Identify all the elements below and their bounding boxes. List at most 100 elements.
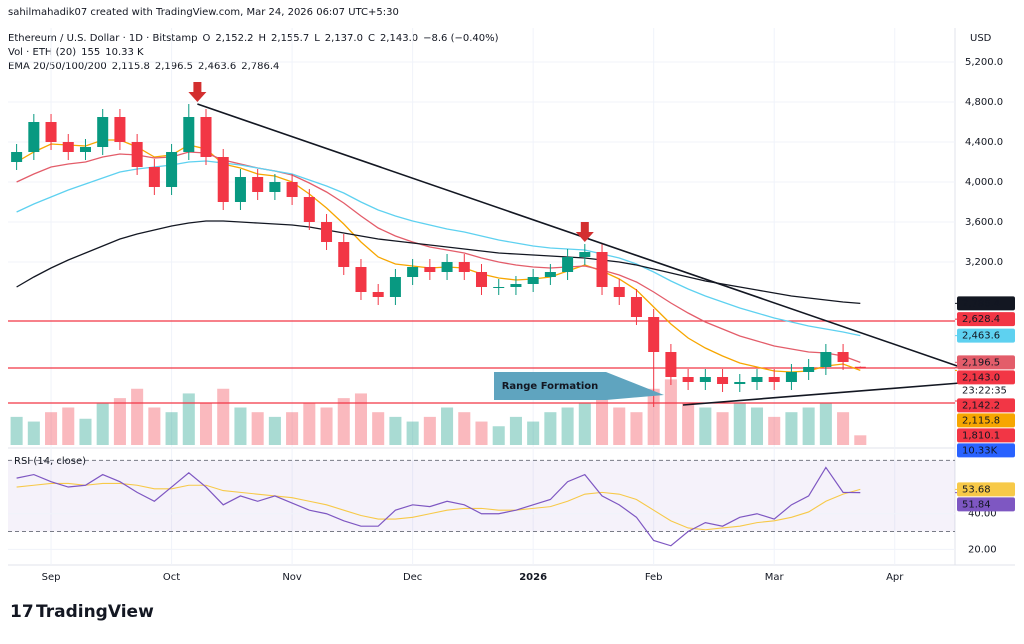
trendline: [682, 382, 961, 406]
rsi-tag: 53.68: [962, 484, 991, 495]
volume-tag: 10.33K: [962, 445, 998, 456]
rsi-tag-bg: [957, 482, 1015, 497]
candle-body: [820, 352, 832, 367]
x-tick-label: Nov: [282, 572, 302, 583]
candle-body: [424, 267, 436, 272]
candle-body: [131, 142, 143, 167]
volume-bar: [441, 407, 454, 445]
volume-bar: [716, 412, 729, 445]
legend-text: 2,137.0: [325, 33, 363, 44]
volume-bar: [406, 421, 419, 445]
volume-bar: [337, 398, 350, 445]
volume-bar: [750, 407, 764, 445]
ema-line: [16, 160, 861, 337]
price-tag-bg: [957, 398, 1015, 413]
legend-text: 155: [81, 47, 100, 58]
candle-body: [79, 147, 91, 152]
candle-body: [699, 377, 711, 382]
candle-body: [372, 292, 384, 297]
ema-line: [16, 151, 861, 363]
y-tick-label: 4,800.0: [965, 97, 1003, 108]
legend-text: 2,196.5: [155, 61, 193, 72]
legend-text: 2,786.4: [241, 61, 279, 72]
rsi-title: RSI (14, close): [14, 456, 86, 467]
candle-body: [97, 117, 109, 147]
ema-line: [16, 139, 861, 373]
countdown: 23:22:35: [962, 385, 1007, 396]
volume-bar: [423, 416, 436, 445]
candle-body: [768, 377, 780, 382]
price-tag: 2,142.2: [962, 400, 1000, 411]
arrow-marker: [575, 222, 594, 242]
rsi-tag: 51.84: [962, 499, 991, 510]
y-tick-label: 4,400.0: [965, 137, 1003, 148]
rsi-ma-line: [16, 482, 861, 531]
volume-bar: [79, 418, 92, 445]
candle-body: [562, 257, 574, 272]
logo-mark: 𝟭𝟳: [10, 602, 34, 622]
price-tag: 1,810.1: [962, 430, 1000, 441]
legend-text: 2,115.8: [112, 61, 150, 72]
candle-body: [544, 272, 556, 277]
volume-bar: [768, 416, 781, 445]
volume-bar: [234, 407, 247, 445]
x-tick-label: Oct: [163, 572, 180, 583]
credit: sahilmahadik07 created with TradingView.…: [8, 7, 399, 18]
arrow-marker: [188, 82, 207, 102]
candle-body: [166, 152, 178, 187]
volume-bar: [664, 379, 677, 445]
candle-body: [389, 277, 401, 297]
legend-text: 2,143.0: [380, 33, 418, 44]
candle-body: [355, 267, 367, 292]
candle-body: [493, 287, 505, 288]
candle-body: [579, 252, 591, 257]
price-tag-bg: [957, 413, 1015, 428]
volume-bar: [182, 393, 195, 445]
legend-text: Vol · ETH (20): [8, 47, 76, 58]
legend-text: Ethereum / U.S. Dollar · 1D · Bitstamp: [8, 33, 197, 44]
volume-bar: [544, 412, 557, 445]
volume-bar: [251, 412, 264, 445]
volume-bar: [578, 402, 591, 445]
candle-body: [665, 352, 677, 377]
candle-body: [648, 317, 660, 352]
legend-text: C: [368, 33, 375, 44]
candle-body: [303, 197, 315, 222]
annotation-text: Range Formation: [502, 381, 599, 392]
x-tick-label: 2026: [519, 572, 547, 583]
rsi-line: [16, 466, 861, 547]
candle-body: [45, 122, 57, 142]
candle-body: [613, 287, 625, 297]
price-tag-bg: [957, 312, 1015, 327]
legend-text: 10.33 K: [105, 47, 144, 58]
candle-body: [803, 367, 815, 372]
volume-bar: [10, 416, 23, 445]
volume-bar: [699, 407, 712, 445]
price-tag: 2,463.6: [962, 331, 1000, 342]
volume-bar: [96, 402, 109, 445]
volume-bar: [268, 416, 281, 445]
rsi-tick-label: 20.00: [968, 544, 997, 555]
legend-text: L: [314, 33, 320, 44]
y-tick-label: 4,000.0: [965, 177, 1003, 188]
candle-body: [114, 117, 126, 142]
legend-text: 2,155.7: [271, 33, 309, 44]
price-tag: 2,115.8: [962, 415, 1000, 426]
price-tag: 2,786.4: [962, 298, 1000, 309]
volume-bar: [148, 407, 161, 445]
volume-bar: [165, 412, 178, 445]
volume-tag-bg: [957, 443, 1015, 458]
volume-bar: [320, 407, 333, 445]
volume-bar: [630, 412, 643, 445]
volume-bar: [509, 416, 522, 445]
candle-body: [62, 142, 74, 152]
legend-text: −8.6 (−0.40%): [423, 33, 499, 44]
candle-body: [148, 167, 160, 187]
candle-body: [200, 117, 212, 157]
candle-body: [286, 182, 298, 197]
volume-bar: [354, 393, 367, 445]
candle-body: [854, 366, 866, 368]
price-tag-bg: [957, 355, 1015, 370]
y-tick-label: 3,600.0: [965, 217, 1003, 228]
price-tag-bg: [957, 370, 1015, 385]
